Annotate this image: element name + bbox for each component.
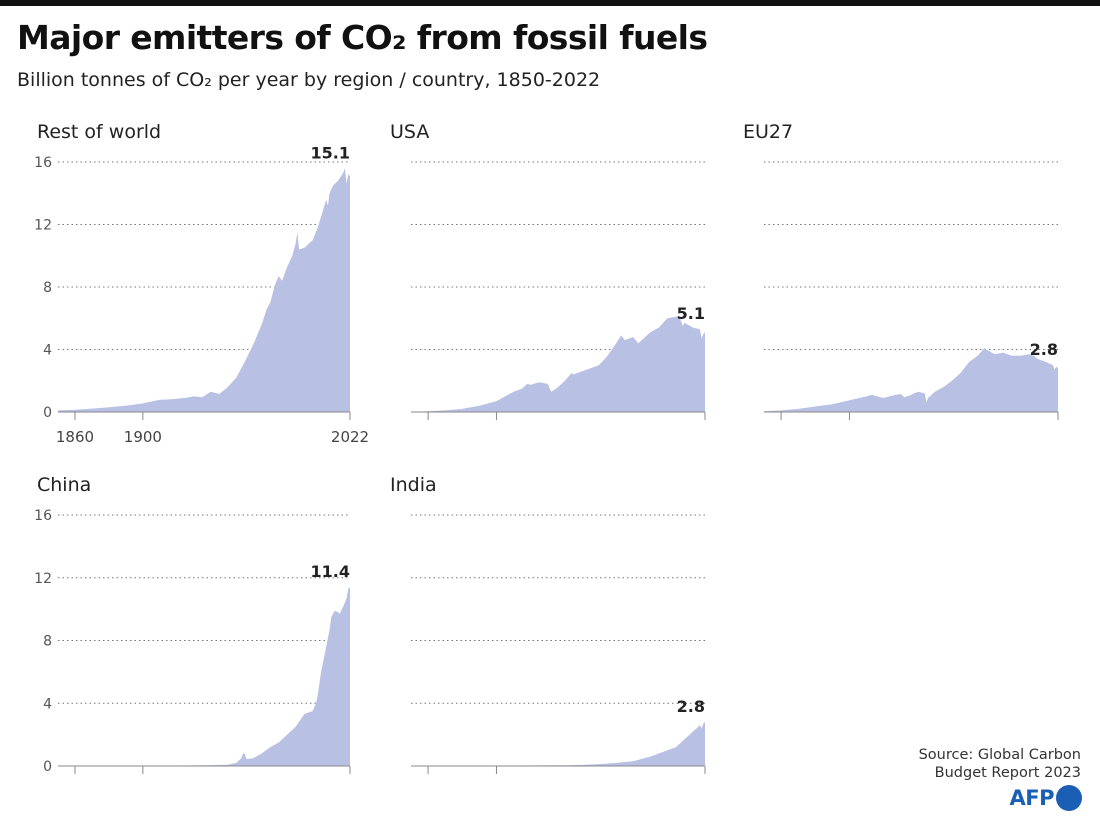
y-tick-label: 8 [43,280,52,296]
latest-value-label-usa: 5.1 [677,304,705,323]
y-tick-label: 8 [43,634,52,650]
emissions-area-usa [411,316,705,412]
latest-value-label-eu27: 2.8 [1030,340,1058,359]
chart-subtitle: Billion tonnes of CO₂ per year by region… [17,69,601,91]
panel-usa: USA 5.1 [390,121,706,420]
emissions-area-eu27 [764,347,1058,412]
panel-china: China 16 12 8 4 0 11.4 [34,474,351,775]
emissions-area-china [58,587,350,766]
top-rule [0,0,1100,6]
latest-value-label-china: 11.4 [311,562,350,581]
panel-title-eu27: EU27 [743,121,793,143]
emissions-area-india [411,722,705,766]
y-tick-label: 16 [34,508,52,524]
source-line-1: Source: Global Carbon [918,747,1081,763]
chart-title: Major emitters of CO₂ from fossil fuels [17,18,708,57]
panel-title-china: China [37,474,91,496]
y-tick-label: 16 [34,155,52,171]
logo-dot-icon [1056,785,1082,811]
y-tick-label: 4 [43,343,52,359]
latest-value-label-india: 2.8 [677,697,705,716]
logo-text: AFP [1009,786,1055,810]
latest-value-label-rest-of-world: 15.1 [311,143,350,162]
source-line-2: Budget Report 2023 [934,765,1081,781]
y-tick-label: 0 [43,405,52,421]
panel-title-usa: USA [390,121,429,143]
y-tick-label: 0 [43,759,52,775]
panel-eu27: EU27 2.8 [743,121,1059,420]
panel-title-rest-of-world: Rest of world [37,121,161,143]
y-tick-label: 4 [43,696,52,712]
afp-logo: AFP [1009,784,1082,812]
y-tick-label: 12 [34,218,52,234]
panel-india: India 2.8 [390,474,706,774]
x-tick-label: 1900 [124,428,162,446]
x-tick-label: 2022 [331,428,369,446]
y-tick-label: 12 [34,571,52,587]
panel-title-india: India [390,474,437,496]
emissions-area-rest-of-world [58,168,350,412]
x-tick-label: 1860 [56,428,94,446]
source-note: Source: Global Carbon Budget Report 2023 [919,746,1081,782]
